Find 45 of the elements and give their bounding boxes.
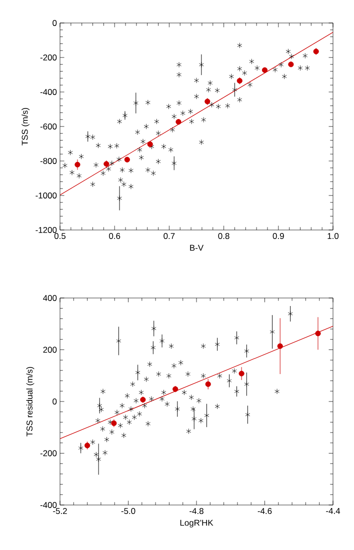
x-tick-label: -5.2 — [53, 508, 67, 514]
y-tick-label: -400 — [40, 89, 57, 95]
y-tick-label: -400 — [40, 502, 57, 508]
y-tick-label: -200 — [40, 450, 57, 456]
point — [262, 67, 268, 73]
point — [315, 330, 321, 336]
y-tick-label: -600 — [40, 124, 57, 130]
x-tick-label: -4.8 — [190, 508, 204, 514]
point — [204, 98, 210, 104]
x-tick-label: 0.9 — [272, 233, 284, 240]
point — [172, 386, 178, 392]
point — [205, 381, 211, 387]
x-axis-title: LogR'HK — [180, 520, 214, 528]
point — [84, 442, 90, 448]
point — [104, 161, 110, 167]
y-tick-label: 0 — [52, 398, 57, 404]
y-axis-title: TSS residual (m/s) — [26, 366, 34, 436]
point — [111, 420, 117, 426]
x-tick-label: -4.4 — [326, 508, 340, 514]
x-tick-label: 0.6 — [109, 233, 120, 240]
point — [288, 62, 294, 68]
point — [147, 141, 153, 148]
point — [238, 370, 244, 376]
point — [277, 343, 283, 349]
y-tick-label: 400 — [43, 295, 57, 301]
y-tick-label: 0 — [52, 20, 57, 26]
x-axis-title: B-V — [190, 244, 204, 251]
x-tick-label: 0.8 — [218, 233, 230, 240]
y-tick-label: -200 — [40, 54, 57, 60]
x-tick-label: -4.6 — [258, 508, 272, 514]
x-tick-label: 1.0 — [328, 233, 339, 240]
y-tick-label: 200 — [43, 346, 57, 353]
y-tick-label: -1000 — [36, 192, 57, 198]
y-tick-label: -800 — [40, 158, 57, 164]
y-axis-title: TSS (m/s) — [22, 108, 30, 146]
point — [176, 119, 182, 125]
x-tick-label: 0.7 — [164, 233, 175, 240]
point — [140, 396, 146, 402]
x-tick-label: -5.0 — [121, 508, 136, 514]
point — [124, 156, 130, 162]
point — [74, 162, 80, 168]
point — [236, 78, 242, 84]
x-tick-label: 0.5 — [54, 233, 66, 240]
y-tick-label: -1200 — [36, 227, 57, 233]
point — [313, 48, 319, 54]
